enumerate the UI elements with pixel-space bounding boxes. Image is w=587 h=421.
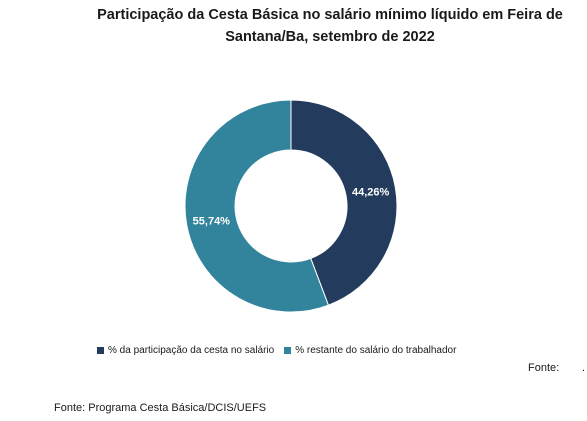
legend-swatch-restante	[284, 347, 292, 354]
donut-label-1: 55,74%	[193, 216, 231, 228]
legend-swatch-participacao	[97, 347, 104, 354]
chart-title-line-1: Participação da Cesta Básica no salário …	[97, 7, 563, 23]
legend-label-participacao: % da participação da cesta no salário	[108, 345, 275, 356]
chart-title: Participação da Cesta Básica no salário …	[80, 4, 580, 48]
donut-label-0: 44,26%	[352, 186, 390, 198]
legend-item-participacao: % da participação da cesta no salário	[97, 345, 274, 356]
fonte-dot: .	[582, 362, 586, 374]
donut-slice-1	[184, 99, 330, 313]
chart-legend: % da participação da cesta no salário % …	[97, 345, 466, 356]
chart-title-line-2: Santana/Ba, setembro de 2022	[225, 29, 435, 45]
fonte-label: Fonte:	[528, 362, 560, 374]
source-note: Fonte: Programa Cesta Básica/DCIS/UEFS	[54, 402, 267, 414]
legend-item-restante: % restante do salário do trabalhador	[284, 345, 456, 356]
legend-label-restante: % restante do salário do trabalhador	[295, 345, 457, 356]
donut-slice-0	[290, 99, 398, 306]
